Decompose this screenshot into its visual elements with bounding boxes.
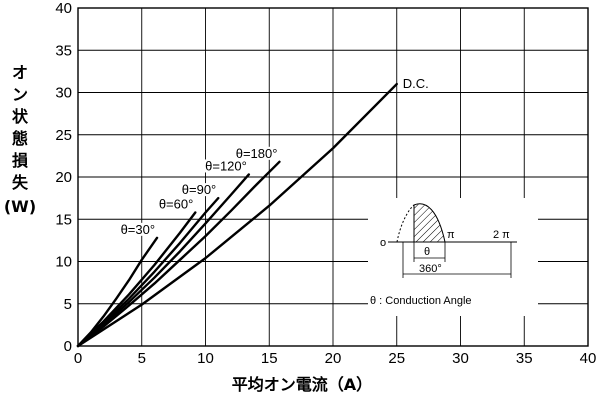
series-label-bg <box>180 183 218 197</box>
y-axis-title-unit: (W) <box>4 197 36 216</box>
series-label-5: D.C. <box>403 76 429 91</box>
y-tick-label: 15 <box>55 211 72 228</box>
y-tick-label: 20 <box>55 169 72 186</box>
y-tick-label: 0 <box>64 338 72 355</box>
series-label-bg <box>157 197 195 211</box>
series-lines <box>76 82 398 348</box>
y-tick-label: 25 <box>55 127 72 144</box>
y-tick-label: 30 <box>55 85 72 102</box>
series-line-3 <box>76 173 251 348</box>
x-tick-label: 35 <box>516 350 533 367</box>
series-line-5 <box>76 82 398 348</box>
y-axis-title-char: ン <box>12 85 28 104</box>
inset-theta-label: θ <box>424 246 430 258</box>
series-line-4 <box>76 160 281 348</box>
series-label-bg <box>234 146 279 160</box>
x-tick-label: 40 <box>580 350 597 367</box>
inset-360-label: 360° <box>419 263 442 275</box>
y-tick-label: 5 <box>64 296 72 313</box>
x-tick-label: 0 <box>74 350 82 367</box>
series-label-3: θ=120° <box>205 158 247 173</box>
y-tick-label: 35 <box>55 42 72 59</box>
x-tick-label: 10 <box>197 350 214 367</box>
plot-frame <box>77 7 589 347</box>
x-axis-title: 平均オン電流（A） <box>232 375 372 394</box>
series-labels: θ=30° θ=60°θ=90° θ=120°θ=180° D.C. <box>119 76 429 237</box>
series-label-1: θ=60° <box>159 196 193 211</box>
y-axis-title-char: 状 <box>12 107 29 126</box>
inset-pi-label: π <box>447 229 455 241</box>
y-tick-label: 40 <box>55 0 72 17</box>
plot-border <box>77 7 589 347</box>
series-label-4: θ=180° <box>236 146 278 161</box>
y-tick-labels: 0 5 10 15 20 25 30 35 40 <box>55 0 72 355</box>
series-label-bg <box>119 222 157 236</box>
series-label-2: θ=90° <box>182 182 216 197</box>
inset-caption: θ : Conduction Angle <box>370 295 472 307</box>
series-line-2 <box>76 196 220 348</box>
inset-background <box>368 198 538 316</box>
series-label-0: θ=30° <box>121 222 155 237</box>
inset-origin-label: o <box>380 237 386 249</box>
x-tick-label: 30 <box>452 350 469 367</box>
y-axis-title-char: オ <box>12 63 28 82</box>
conduction-angle-inset: o π 2 π θ 360° θ : Conduction Angle <box>368 198 538 316</box>
x-tick-labels: 0 5 10 15 20 25 30 35 40 <box>74 350 597 367</box>
y-axis-title-char: 損 <box>12 151 29 170</box>
y-tick-label: 10 <box>55 254 72 271</box>
y-axis-title-char: 失 <box>12 173 29 192</box>
y-axis-title-char: 態 <box>12 129 28 148</box>
inset-2pi-label: 2 π <box>493 229 510 241</box>
series-label-bg <box>204 159 248 173</box>
x-tick-label: 5 <box>138 350 146 367</box>
inset-dashed-wave <box>396 204 415 243</box>
x-tick-label: 25 <box>388 350 405 367</box>
x-tick-label: 15 <box>261 350 278 367</box>
x-tick-label: 20 <box>325 350 342 367</box>
